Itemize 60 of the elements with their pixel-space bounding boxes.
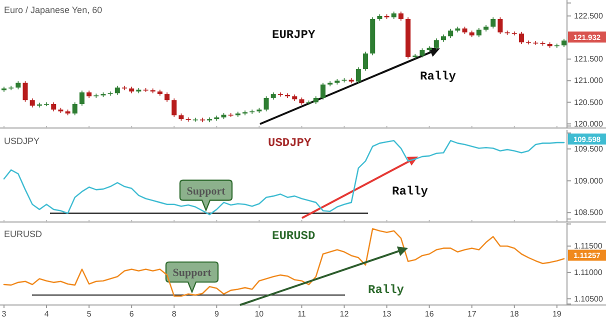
chart-title: USDJPY (4, 136, 40, 146)
y-tick-label: 121.500 (574, 54, 604, 64)
candlestick (30, 98, 35, 108)
y-tick-label: 120.000 (574, 119, 604, 128)
x-tick-label: 4 (44, 310, 50, 319)
y-tick-label: 122.500 (574, 12, 604, 21)
x-tick-label: 3 (2, 310, 7, 319)
x-tick-label: 10 (254, 310, 264, 319)
x-tick-label: 17 (467, 310, 477, 319)
x-tick-label: 13 (382, 310, 392, 319)
candlestick (518, 32, 524, 44)
annotation: EURJPY (272, 28, 316, 42)
candlestick (512, 31, 517, 36)
y-tick-label: 1.11000 (574, 268, 603, 277)
x-tick-label: 19 (552, 310, 562, 319)
candlestick (114, 85, 120, 96)
candlestick (398, 11, 404, 22)
text: EURUSD (4, 229, 43, 239)
x-tick-label: 8 (172, 310, 177, 319)
candlestick (363, 51, 368, 72)
candlestick (448, 28, 454, 38)
x-tick-label: 16 (424, 310, 434, 319)
candlestick (164, 92, 170, 102)
candlestick (79, 90, 84, 106)
annotation: Rally (368, 283, 404, 297)
candlestick (72, 102, 78, 116)
x-tick-label: 9 (214, 310, 220, 319)
candlestick (22, 80, 28, 102)
y-tick-label: 1.10500 (574, 294, 604, 304)
candlestick (172, 98, 177, 118)
candlestick (476, 28, 482, 38)
y-tick-label: 1.11500 (574, 242, 603, 251)
candlestick (51, 102, 56, 112)
x-tick-label: 18 (510, 310, 520, 319)
candlestick (533, 40, 538, 46)
annotation: Rally (392, 184, 428, 199)
ref-line-label: Support (172, 267, 212, 280)
y-tick-label: 109.500 (574, 144, 604, 154)
x-tick-label: 11 (298, 310, 306, 319)
x-tick-label: 12 (340, 310, 350, 319)
candlestick (320, 82, 326, 100)
chart-title: Euro / Japanese Yen, 60 (4, 5, 102, 15)
y-tick-label: 120.500 (574, 98, 604, 107)
candlestick (490, 16, 496, 29)
line-series (3, 228, 565, 297)
annotation: USDJPY (268, 136, 312, 150)
x-tick-label: 5 (86, 310, 92, 319)
y-tick-label: 121.000 (574, 76, 604, 86)
candlestick (420, 48, 425, 58)
candlestick (264, 96, 269, 112)
candlestick (434, 38, 439, 50)
line-series (3, 140, 565, 216)
y-tick-label: 108.500 (574, 208, 604, 218)
annotation: Rally (420, 69, 456, 84)
ref-line-label: Support (186, 185, 226, 198)
candlestick (356, 66, 361, 84)
x-tick-label: 6 (129, 310, 134, 319)
candlestick (498, 16, 503, 34)
annotation: EURUSD (272, 229, 316, 243)
y-tick-label: 109.000 (574, 176, 604, 186)
